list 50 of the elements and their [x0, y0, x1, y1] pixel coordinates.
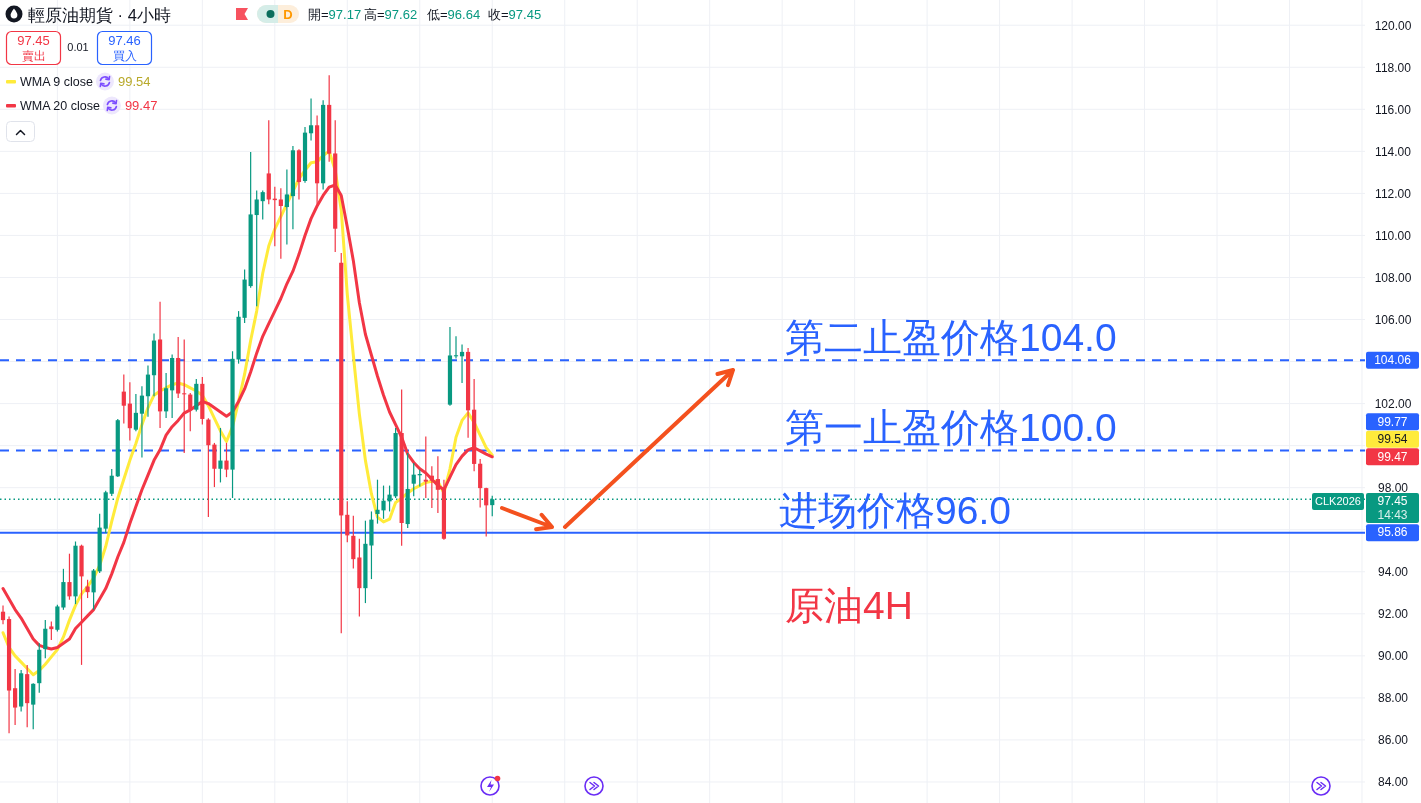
- annotation: 低=96.64: [427, 7, 481, 22]
- annotation: 97.46: [108, 33, 141, 48]
- y-tick-label: 108.00: [1374, 270, 1412, 285]
- legend-entry: WMA 20 close 99.47: [6, 96, 158, 115]
- annotation: D: [283, 7, 293, 22]
- y-tick-label: 92.00: [1377, 607, 1409, 622]
- buy-button: 97.46 買入: [96, 30, 153, 66]
- symbol-tag: CLK2026: [1312, 492, 1364, 510]
- price-label: 99.54: [1366, 430, 1419, 448]
- annotation: 第一止盈价格100.0: [785, 406, 1117, 450]
- annotation: 買入: [112, 48, 137, 62]
- ref-line-label: 97.45: [1377, 494, 1408, 509]
- annotation: 第二止盈价格104.0: [785, 316, 1117, 360]
- legend-label: WMA 20 close: [20, 99, 100, 113]
- chart-title: 輕原油期貨 · 4小時: [28, 5, 171, 25]
- ref-line-label: 99.77: [1377, 414, 1408, 429]
- price-label: 99.77: [1366, 413, 1419, 431]
- y-tick-label: 106.00: [1374, 312, 1412, 327]
- y-tick-label: 94.00: [1377, 565, 1409, 580]
- annotation: 高=97.62: [364, 7, 418, 22]
- ref-line-label: 95.86: [1377, 525, 1408, 540]
- sell-button: 97.45 賣出: [5, 30, 62, 66]
- annotation: 開=97.17: [308, 7, 362, 22]
- y-tick-label: 90.00: [1377, 649, 1409, 664]
- y-tick-label: 110.00: [1375, 228, 1412, 243]
- y-tick-label: 120.00: [1374, 18, 1412, 33]
- y-tick-label: 88.00: [1377, 691, 1409, 706]
- annotation: 0.01: [67, 41, 89, 53]
- y-tick-label: 118.00: [1375, 60, 1412, 75]
- annotation: 97.45: [17, 33, 50, 48]
- annotation: 賣出: [21, 49, 46, 63]
- price-label: 95.86: [1366, 524, 1419, 542]
- annotation: 99.54: [117, 74, 151, 89]
- price-label: 104.06: [1366, 351, 1419, 369]
- y-tick-label: 112.00: [1375, 186, 1412, 201]
- y-tick-label: 102.00: [1374, 396, 1412, 411]
- y-tick-label: 84.00: [1377, 775, 1409, 790]
- legend-entry: WMA 9 close 99.54: [6, 72, 151, 91]
- annotation: 原油4H: [785, 584, 913, 627]
- annotation: 99.47: [124, 98, 158, 113]
- price-label: 99.47: [1366, 448, 1419, 466]
- y-tick-label: 116.00: [1375, 102, 1412, 117]
- y-tick-label: 86.00: [1377, 733, 1409, 748]
- y-tick-label: 114.00: [1375, 144, 1412, 159]
- annotation: 进场价格96.0: [779, 488, 1011, 532]
- ref-line-label: 104.06: [1374, 353, 1412, 368]
- y-tick-label: 98.00: [1377, 480, 1409, 495]
- price-label: 97.45 14:43: [1366, 492, 1419, 523]
- legend-label: WMA 9 close: [20, 75, 93, 89]
- annotation: 收=97.45: [488, 7, 542, 22]
